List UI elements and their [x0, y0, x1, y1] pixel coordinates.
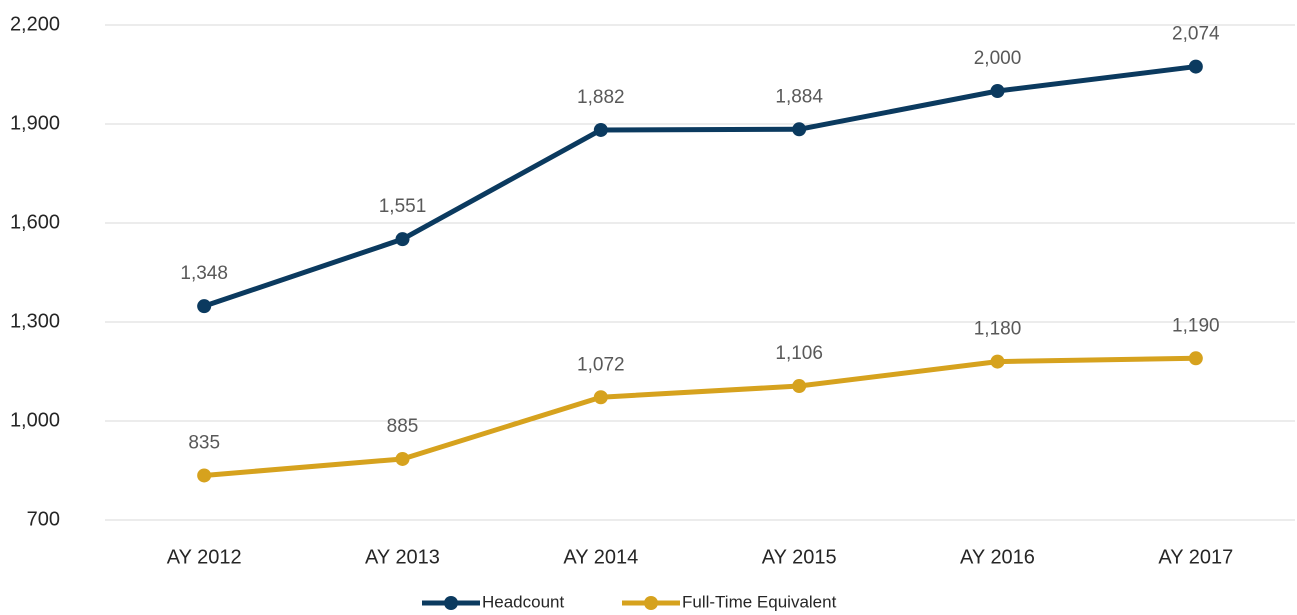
data-label: 1,190 [1172, 315, 1220, 336]
y-tick-label: 1,000 [10, 409, 60, 431]
marker [395, 451, 410, 466]
marker [197, 468, 212, 483]
data-label: 2,000 [974, 48, 1022, 69]
data-label: 1,882 [577, 87, 625, 108]
legend-marker [444, 596, 458, 610]
marker [1188, 351, 1203, 366]
y-tick-label: 700 [27, 508, 60, 530]
marker [990, 354, 1005, 369]
data-label: 835 [188, 432, 220, 453]
marker [792, 379, 807, 394]
data-label: 1,180 [974, 319, 1022, 340]
y-tick-label: 1,600 [10, 211, 60, 233]
x-tick-label: AY 2013 [365, 546, 440, 568]
x-tick-label: AY 2012 [167, 546, 242, 568]
marker [1188, 59, 1203, 74]
x-tick-label: AY 2016 [960, 546, 1035, 568]
marker [593, 122, 608, 137]
data-label: 1,884 [775, 86, 823, 107]
data-label: 885 [387, 416, 419, 437]
marker [990, 84, 1005, 98]
y-tick-label: 2,200 [10, 13, 60, 35]
y-tick-label: 1,900 [10, 112, 60, 134]
data-label: 1,106 [775, 343, 823, 364]
x-tick-label: AY 2015 [762, 546, 837, 568]
data-label: 1,551 [379, 196, 427, 217]
x-tick-label: AY 2017 [1158, 546, 1233, 568]
y-tick-label: 1,300 [10, 310, 60, 332]
data-label: 1,072 [577, 354, 625, 375]
data-label: 1,348 [180, 263, 228, 284]
legend-label: Headcount [482, 592, 565, 611]
legend-label: Full-Time Equivalent [682, 592, 837, 611]
x-tick-label: AY 2014 [563, 546, 638, 568]
legend-marker [644, 596, 658, 610]
series-line [203, 64, 1197, 309]
series-line [203, 355, 1196, 478]
marker [593, 390, 608, 405]
marker [197, 299, 212, 314]
marker [395, 232, 410, 247]
data-label: 2,074 [1172, 24, 1220, 45]
marker [792, 122, 807, 137]
